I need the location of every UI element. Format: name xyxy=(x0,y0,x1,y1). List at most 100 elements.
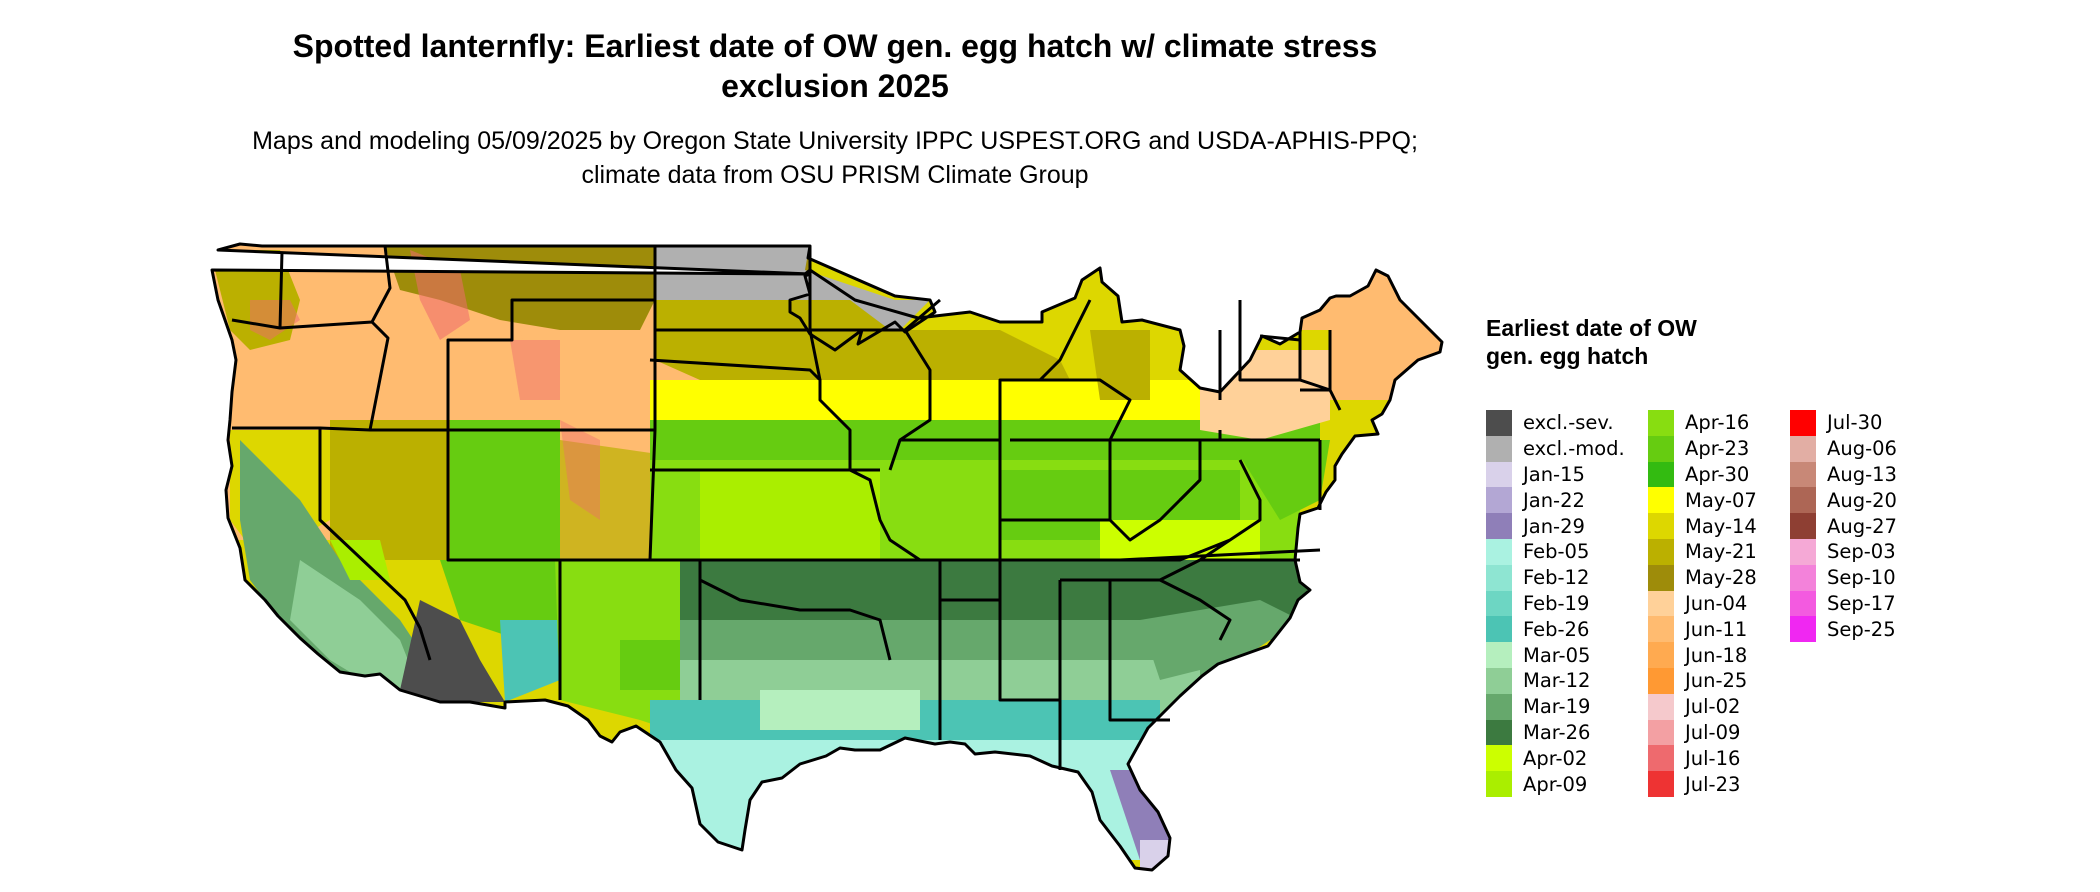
state-borders xyxy=(210,242,1444,872)
legend-item: Mar-12 xyxy=(1486,667,1625,694)
legend-swatch xyxy=(1648,435,1674,462)
legend-swatch xyxy=(1648,667,1674,694)
legend-swatch xyxy=(1648,771,1674,797)
legend-item: Apr-09 xyxy=(1486,771,1625,797)
legend-label: Aug-13 xyxy=(1827,462,1897,486)
legend-label: Feb-05 xyxy=(1523,540,1590,564)
legend-swatch xyxy=(1648,616,1674,643)
legend-item: Jul-30 xyxy=(1790,410,1897,436)
legend-swatch xyxy=(1648,564,1674,591)
legend-item: Apr-23 xyxy=(1648,435,1757,462)
legend-column: Apr-16 Apr-23 Apr-30 May-07 May-14 May-21 May-… xyxy=(1648,410,1757,797)
legend-label: Aug-27 xyxy=(1827,514,1897,538)
legend-item: Mar-26 xyxy=(1486,719,1625,746)
legend-label: Sep-25 xyxy=(1827,617,1896,641)
legend-label: Sep-03 xyxy=(1827,540,1896,564)
legend-label: Apr-16 xyxy=(1685,411,1750,435)
legend-swatch xyxy=(1648,693,1674,720)
legend-label: excl.-sev. xyxy=(1523,411,1614,435)
legend-swatch xyxy=(1648,410,1674,436)
legend-swatch xyxy=(1790,538,1816,565)
legend-swatch xyxy=(1486,564,1512,591)
legend-item: Jun-11 xyxy=(1648,616,1757,643)
legend-label: Mar-12 xyxy=(1523,669,1591,693)
legend-label: Jan-29 xyxy=(1523,514,1585,538)
legend-item: Jan-15 xyxy=(1486,461,1625,488)
legend-swatch xyxy=(1486,538,1512,565)
legend-swatch xyxy=(1790,616,1816,643)
legend-swatch xyxy=(1486,590,1512,617)
legend-swatch xyxy=(1486,616,1512,643)
legend-label: Jun-25 xyxy=(1685,669,1748,693)
legend-item: Aug-27 xyxy=(1790,513,1897,539)
legend-item: Jul-16 xyxy=(1648,745,1757,772)
legend-label: May-21 xyxy=(1685,540,1757,564)
legend-label: Jul-09 xyxy=(1685,720,1741,744)
legend-swatch xyxy=(1648,538,1674,565)
legend-label: Apr-09 xyxy=(1523,772,1588,796)
legend-swatch xyxy=(1648,642,1674,668)
legend-item: Sep-17 xyxy=(1790,590,1897,617)
legend-item: Jan-22 xyxy=(1486,487,1625,514)
legend-swatch xyxy=(1486,771,1512,797)
legend-label: Jan-15 xyxy=(1523,462,1585,486)
legend-label: Aug-06 xyxy=(1827,437,1897,461)
legend-item: May-21 xyxy=(1648,538,1757,565)
legend-item: Jul-02 xyxy=(1648,693,1757,720)
legend-item: Jun-18 xyxy=(1648,642,1757,668)
legend-item: Jan-29 xyxy=(1486,513,1625,539)
legend-label: Feb-19 xyxy=(1523,591,1590,615)
legend-label: Jul-16 xyxy=(1685,746,1741,770)
legend-label: Jun-18 xyxy=(1685,643,1748,667)
legend-item: Mar-05 xyxy=(1486,642,1625,668)
legend-label: Apr-23 xyxy=(1685,437,1750,461)
legend-item: excl.-mod. xyxy=(1486,435,1625,462)
legend-item: May-28 xyxy=(1648,564,1757,591)
map-subtitle: Maps and modeling 05/09/2025 by Oregon S… xyxy=(252,127,1418,189)
legend-label: Jul-02 xyxy=(1685,695,1741,719)
legend-item: Jun-04 xyxy=(1648,590,1757,617)
legend-swatch xyxy=(1648,513,1674,539)
legend-item: Sep-10 xyxy=(1790,564,1897,591)
legend-swatch xyxy=(1790,487,1816,514)
legend-swatch xyxy=(1486,667,1512,694)
legend-swatch xyxy=(1486,745,1512,772)
legend-item: Mar-19 xyxy=(1486,693,1625,720)
legend-swatch xyxy=(1486,642,1512,668)
legend-label: Mar-19 xyxy=(1523,695,1591,719)
legend-label: Jan-22 xyxy=(1523,488,1585,512)
legend-item: Feb-05 xyxy=(1486,538,1625,565)
legend-swatch xyxy=(1790,513,1816,539)
legend-swatch xyxy=(1648,487,1674,514)
legend-item: Feb-12 xyxy=(1486,564,1625,591)
legend-column: Jul-30 Aug-06 Aug-13 Aug-20 Aug-27 Sep-03 Sep-… xyxy=(1790,410,1897,643)
legend-label: Jun-04 xyxy=(1685,591,1748,615)
legend-label: May-07 xyxy=(1685,488,1757,512)
legend-label: May-14 xyxy=(1685,514,1757,538)
legend-label: Feb-26 xyxy=(1523,617,1590,641)
legend-item: excl.-sev. xyxy=(1486,410,1625,436)
legend-label: Sep-17 xyxy=(1827,591,1896,615)
legend-item: Apr-16 xyxy=(1648,410,1757,436)
legend-label: Apr-02 xyxy=(1523,746,1588,770)
legend-item: May-14 xyxy=(1648,513,1757,539)
legend-swatch xyxy=(1790,564,1816,591)
legend-label: Feb-12 xyxy=(1523,566,1590,590)
legend-swatch xyxy=(1648,719,1674,746)
legend-swatch xyxy=(1486,513,1512,539)
legend-swatch xyxy=(1486,410,1512,436)
legend-column: excl.-sev. excl.-mod. Jan-15 Jan-22 Jan-29 Fe… xyxy=(1486,410,1625,797)
map-title: Spotted lanternfly: Earliest date of OW … xyxy=(292,28,1378,104)
legend-item: May-07 xyxy=(1648,487,1757,514)
legend-label: Mar-26 xyxy=(1523,720,1591,744)
legend-item: Aug-13 xyxy=(1790,461,1897,488)
legend-label: Apr-30 xyxy=(1685,462,1750,486)
legend-label: May-28 xyxy=(1685,566,1757,590)
legend-swatch xyxy=(1648,590,1674,617)
legend-item: Aug-06 xyxy=(1790,435,1897,462)
legend-swatch xyxy=(1790,461,1816,488)
legend-swatch xyxy=(1790,435,1816,462)
legend-swatch xyxy=(1486,461,1512,488)
legend-swatch xyxy=(1486,719,1512,746)
